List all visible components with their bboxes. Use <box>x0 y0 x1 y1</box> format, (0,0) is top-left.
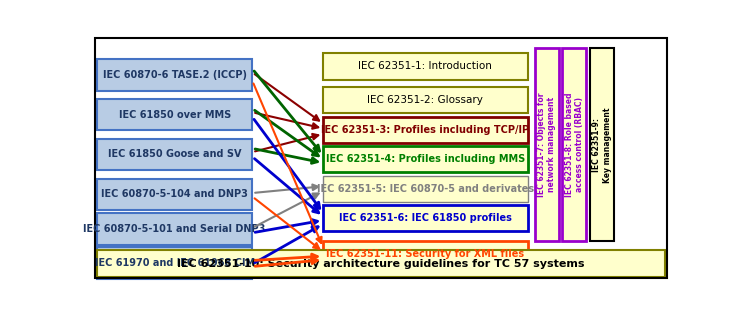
Text: IEC 62351-5: IEC 60870-5 and derivates: IEC 62351-5: IEC 60870-5 and derivates <box>317 184 534 194</box>
Text: IEC 60870-6 TASE.2 (ICCP): IEC 60870-6 TASE.2 (ICCP) <box>103 70 247 80</box>
Text: IEC 62351-7: Objects for
network management: IEC 62351-7: Objects for network managem… <box>537 93 557 197</box>
Text: IEC 62351-3: Profiles including TCP/IP: IEC 62351-3: Profiles including TCP/IP <box>322 125 530 135</box>
FancyBboxPatch shape <box>590 49 614 241</box>
Text: IEC 62351-4: Profiles including MMS: IEC 62351-4: Profiles including MMS <box>325 154 525 164</box>
FancyBboxPatch shape <box>97 247 253 279</box>
Text: IEC 62351-10: Security architecture guidelines for TC 57 systems: IEC 62351-10: Security architecture guid… <box>177 259 585 269</box>
FancyBboxPatch shape <box>534 49 559 241</box>
Text: IEC 60870-5-104 and DNP3: IEC 60870-5-104 and DNP3 <box>101 189 248 199</box>
Text: IEC 62351-8: Role based
access control (RBAC): IEC 62351-8: Role based access control (… <box>565 93 584 197</box>
FancyBboxPatch shape <box>323 87 528 114</box>
Text: IEC 62351-1: Introduction: IEC 62351-1: Introduction <box>358 61 493 71</box>
FancyBboxPatch shape <box>323 117 528 143</box>
FancyBboxPatch shape <box>562 49 586 241</box>
Text: IEC 60870-5-101 and Serial DNP3: IEC 60870-5-101 and Serial DNP3 <box>83 224 266 234</box>
FancyBboxPatch shape <box>97 59 253 90</box>
Text: IEC 61850 over MMS: IEC 61850 over MMS <box>119 110 231 120</box>
FancyBboxPatch shape <box>323 53 528 80</box>
FancyBboxPatch shape <box>97 250 665 277</box>
Text: IEC 62351-11: Security for XML files: IEC 62351-11: Security for XML files <box>326 249 525 259</box>
Text: IEC 62351-2: Glossary: IEC 62351-2: Glossary <box>368 95 484 105</box>
FancyBboxPatch shape <box>97 99 253 130</box>
Text: IEC 62351-6: IEC 61850 profiles: IEC 62351-6: IEC 61850 profiles <box>339 213 512 223</box>
Text: IEC 61970 and IEC 61968 CIM: IEC 61970 and IEC 61968 CIM <box>94 258 255 268</box>
FancyBboxPatch shape <box>323 146 528 172</box>
FancyBboxPatch shape <box>323 205 528 231</box>
Text: IEC 61850 Goose and SV: IEC 61850 Goose and SV <box>108 149 241 159</box>
FancyBboxPatch shape <box>97 139 253 170</box>
FancyBboxPatch shape <box>97 213 253 245</box>
FancyBboxPatch shape <box>97 178 253 210</box>
FancyBboxPatch shape <box>323 241 528 267</box>
Text: IEC 62351-9:
Key management: IEC 62351-9: Key management <box>592 107 611 182</box>
FancyBboxPatch shape <box>323 176 528 202</box>
